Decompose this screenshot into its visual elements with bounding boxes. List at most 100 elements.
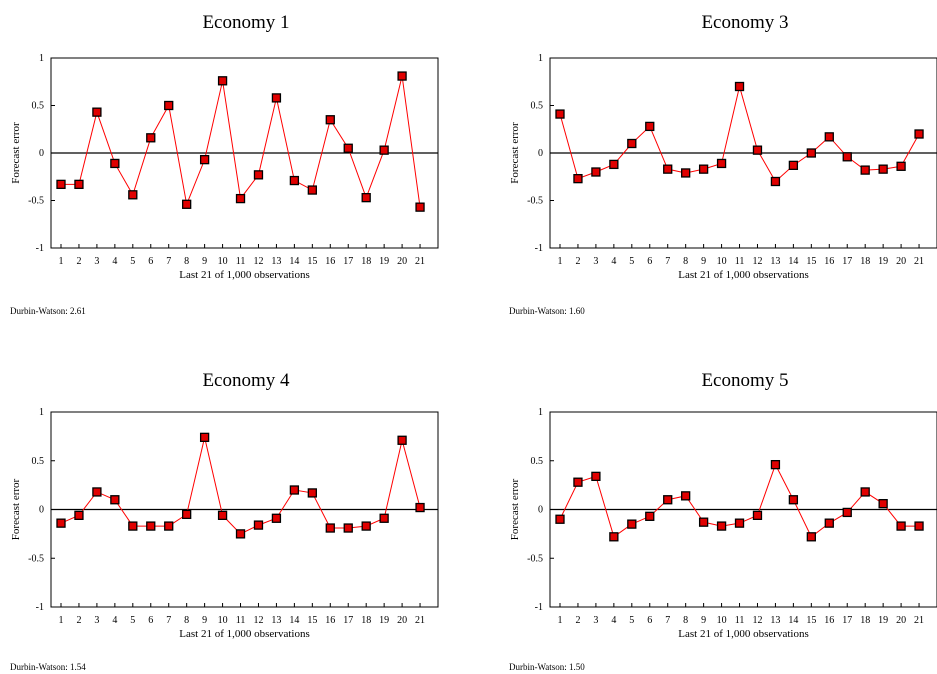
x-tick-label: 9 [202, 256, 207, 267]
x-tick-label: 19 [878, 615, 888, 626]
y-tick-label: -1 [535, 243, 543, 254]
x-tick-label: 13 [770, 615, 780, 626]
x-tick-label: 6 [647, 615, 652, 626]
x-tick-label: 8 [184, 615, 189, 626]
data-point [343, 523, 353, 533]
data-point [164, 100, 174, 111]
x-tick-label: 8 [184, 256, 189, 267]
data-point [555, 514, 565, 524]
data-point [698, 517, 709, 527]
data-point [361, 521, 371, 531]
x-tick-label: 1 [558, 615, 563, 626]
x-tick-label: 5 [130, 256, 135, 267]
x-tick-label: 12 [752, 615, 762, 626]
x-tick-label: 19 [878, 256, 888, 267]
x-tick-label: 3 [593, 256, 598, 267]
x-tick-label: 20 [896, 615, 906, 626]
x-tick-label: 15 [806, 256, 816, 267]
durbin-watson-label: Durbin-Watson: 1.60 [509, 306, 585, 316]
y-tick-label: -1 [36, 243, 44, 254]
data-point [199, 154, 210, 165]
x-tick-label: 18 [361, 615, 371, 626]
data-point [734, 81, 745, 92]
x-tick-label: 4 [611, 615, 616, 626]
x-axis-label: Last 21 of 1,000 observations [678, 628, 808, 640]
x-tick-label: 1 [59, 615, 64, 626]
data-point [914, 521, 924, 531]
x-tick-label: 8 [683, 615, 688, 626]
y-tick-label: 0.5 [32, 456, 45, 467]
data-point [716, 158, 727, 169]
x-tick-label: 10 [717, 256, 727, 267]
data-point [752, 145, 763, 155]
x-tick-label: 7 [665, 615, 670, 626]
x-tick-label: 16 [824, 256, 834, 267]
data-point [235, 529, 246, 539]
x-tick-label: 19 [379, 615, 389, 626]
x-tick-label: 20 [896, 256, 906, 267]
data-point [663, 164, 673, 174]
data-point [74, 179, 84, 190]
data-point [56, 518, 66, 528]
x-tick-label: 2 [76, 615, 81, 626]
x-tick-label: 12 [253, 256, 263, 267]
chart-panel-4: Economy 510.50-0.5-11 2 3 4 5 6 7 8 9 10 11 12 13 14 1… [509, 370, 937, 672]
x-tick-label: 6 [148, 615, 153, 626]
y-tick-label: 0 [39, 505, 44, 516]
y-tick-label: -1 [36, 602, 44, 613]
data-point [182, 509, 192, 520]
x-tick-label: 7 [166, 615, 171, 626]
data-point [698, 164, 709, 174]
y-tick-label: -0.5 [28, 196, 44, 207]
data-point [573, 173, 583, 184]
data-point [379, 513, 389, 523]
x-tick-label: 15 [307, 615, 317, 626]
x-tick-label: 14 [788, 256, 798, 267]
data-point [842, 152, 852, 162]
y-tick-label: 0 [538, 505, 543, 516]
x-tick-label: 12 [253, 615, 263, 626]
data-point [289, 175, 300, 186]
x-axis-label: Last 21 of 1,000 observations [179, 628, 309, 640]
data-point [307, 488, 317, 498]
data-point [788, 160, 799, 171]
x-tick-label: 9 [701, 256, 706, 267]
series-line [60, 437, 421, 535]
data-point [609, 532, 619, 542]
chart-title: Economy 5 [701, 370, 788, 391]
y-axis-label: Forecast error [10, 478, 22, 540]
chart-panel-1: Economy 110.50-0.5-11 2 3 4 5 6 7 8 9 10 11 12 13 14 1… [10, 12, 439, 316]
x-tick-label: 3 [94, 256, 99, 267]
data-point [271, 93, 282, 103]
y-axis-label: Forecast error [509, 478, 521, 540]
x-tick-label: 11 [735, 615, 745, 626]
data-point [217, 76, 228, 86]
data-point [146, 521, 156, 531]
x-tick-label: 11 [236, 615, 246, 626]
x-tick-label: 15 [307, 256, 317, 267]
x-tick-label: 14 [289, 615, 299, 626]
x-tick-label: 2 [575, 615, 580, 626]
y-axis-label: Forecast error [10, 122, 22, 184]
data-point [92, 107, 102, 117]
x-tick-label: 10 [218, 615, 228, 626]
data-point [146, 133, 156, 143]
data-point [752, 510, 763, 521]
x-tick-label: 5 [130, 615, 135, 626]
data-point [770, 459, 781, 470]
data-point [896, 521, 906, 531]
x-tick-label: 4 [112, 256, 117, 267]
y-tick-label: -0.5 [527, 553, 543, 564]
chart-title: Economy 3 [701, 12, 788, 33]
data-point [645, 121, 655, 132]
x-tick-label: 4 [112, 615, 117, 626]
data-point [555, 109, 565, 119]
x-tick-label: 18 [860, 256, 870, 267]
x-tick-label: 3 [94, 615, 99, 626]
x-tick-label: 9 [202, 615, 207, 626]
data-point [325, 523, 335, 533]
x-tick-label: 20 [397, 615, 407, 626]
x-tick-label: 17 [343, 256, 353, 267]
chart-panel-2: Economy 310.50-0.5-11 2 3 4 5 6 7 8 9 10 11 12 13 14 1… [509, 12, 937, 316]
x-tick-label: 4 [611, 256, 616, 267]
